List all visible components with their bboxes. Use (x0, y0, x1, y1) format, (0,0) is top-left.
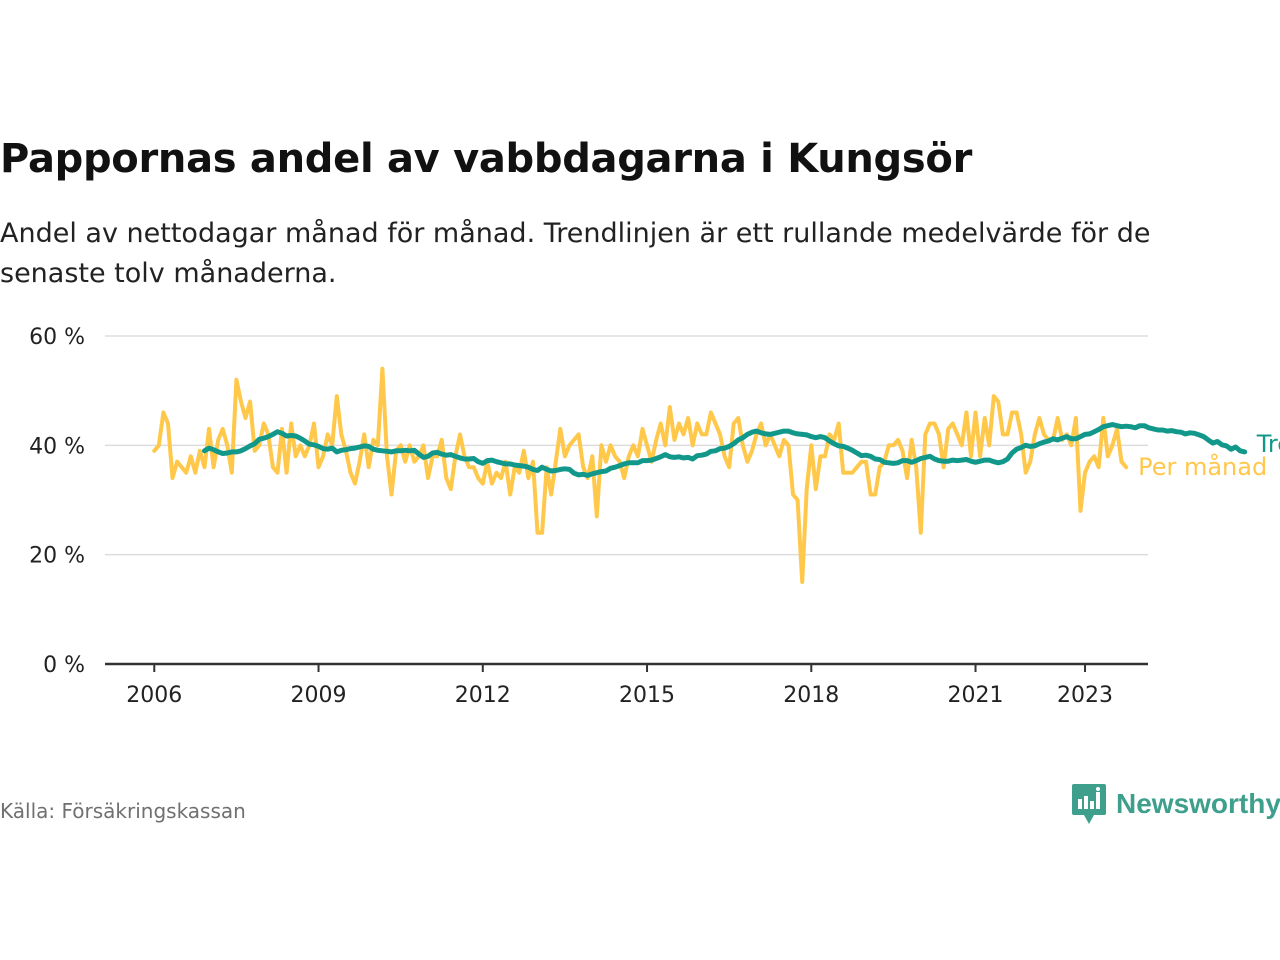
series-lines (152, 366, 1248, 584)
monthly-label: Per månad (1138, 452, 1267, 481)
monthly-series-line (152, 366, 1129, 584)
series-labels: Per månadTrend (1138, 430, 1280, 481)
trend-series-line (202, 422, 1248, 478)
y-axis-ticks: 0 % 20 % 40 % 60 % (29, 325, 85, 678)
y-tick-label: 0 % (43, 653, 85, 678)
x-tick-label: 2015 (619, 683, 675, 708)
x-tick-label: 2021 (948, 683, 1004, 708)
x-tick-label: 2023 (1057, 683, 1113, 708)
trend-label: Trend (1256, 430, 1280, 458)
newsworthy-logo-icon (1072, 784, 1106, 824)
y-tick-label: 20 % (29, 544, 85, 569)
x-tick-label: 2012 (455, 683, 511, 708)
source-note: Källa: Försäkringskassan (0, 799, 246, 823)
brand-name: Newsworthy (1116, 788, 1280, 819)
x-axis: 2006 2009 2012 2015 2018 2021 2023 (105, 662, 1148, 708)
gridlines (105, 335, 1148, 556)
y-tick-label: 60 % (29, 325, 85, 350)
chart-subtitle: Andel av nettodagar månad för månad. Tre… (0, 218, 1151, 289)
brand-logo[interactable]: Newsworthy (1072, 784, 1280, 824)
x-tick-label: 2018 (783, 683, 839, 708)
x-tick-label: 2006 (126, 683, 182, 708)
x-tick-label: 2009 (291, 683, 347, 708)
line-chart: 0 % 20 % 40 % 60 % 2006 2009 2012 2015 2018 2021… (29, 325, 1280, 708)
chart-title: Pappornas andel av vabbdagarna i Kungsör (0, 136, 973, 182)
y-tick-label: 40 % (29, 434, 85, 459)
